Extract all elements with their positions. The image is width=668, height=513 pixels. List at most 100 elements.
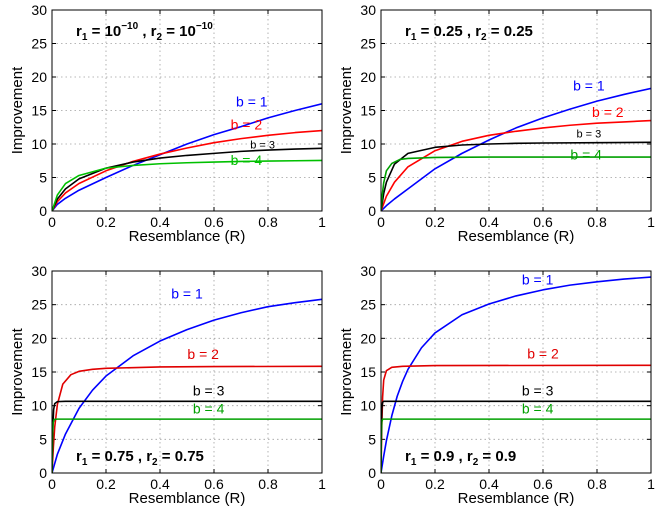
y-tick-label: 20 — [31, 69, 47, 85]
y-tick-label: 10 — [31, 136, 47, 152]
parameter-annotation: r1 = 10−10 , r2 = 10−10 — [76, 21, 213, 43]
y-tick-label: 15 — [31, 103, 47, 119]
y-tick-label: 10 — [31, 398, 47, 414]
x-axis-label: Resemblance (R) — [129, 490, 246, 507]
y-tick-label: 15 — [31, 364, 47, 380]
y-axis-label: Improvement — [9, 66, 26, 154]
x-tick-label: 0.6 — [204, 476, 224, 492]
x-tick-label: 0.4 — [479, 214, 499, 230]
series-label-b2: b = 2 — [231, 116, 263, 132]
x-tick-label: 0.2 — [425, 214, 445, 230]
series-line-b2 — [381, 119, 651, 211]
parameter-annotation: r1 = 0.25 , r2 = 0.25 — [405, 23, 533, 43]
x-axis-label: Resemblance (R) — [129, 228, 246, 245]
x-tick-label: 0.2 — [96, 214, 116, 230]
series-line-b1 — [381, 276, 651, 473]
y-axis-label: Improvement — [9, 327, 26, 415]
series-label-b3: b = 3 — [250, 140, 275, 152]
x-tick-label: 0.8 — [258, 214, 278, 230]
series-line-b1 — [381, 87, 651, 211]
x-axis-label: Resemblance (R) — [458, 228, 575, 245]
parameter-annotation: r1 = 0.9 , r2 = 0.9 — [405, 448, 516, 468]
x-tick-label: 0.8 — [587, 476, 607, 492]
series-line-b2 — [52, 129, 322, 211]
series-label-b2: b = 2 — [592, 104, 624, 120]
series-label-b3: b = 3 — [193, 383, 225, 399]
series-line-b1 — [52, 298, 322, 473]
series-label-b3: b = 3 — [522, 383, 554, 399]
y-tick-label: 20 — [31, 330, 47, 346]
series-label-b1: b = 1 — [573, 77, 605, 93]
x-tick-label: 0.6 — [533, 214, 553, 230]
axes-frame — [51, 9, 323, 212]
y-tick-label: 25 — [31, 297, 47, 313]
series-label-b1: b = 1 — [522, 271, 554, 287]
y-tick-label: 5 — [39, 431, 47, 447]
y-tick-label: 25 — [360, 36, 376, 52]
x-tick-label: 0 — [377, 476, 385, 492]
y-tick-label: 0 — [368, 203, 376, 219]
x-tick-label: 1 — [318, 214, 326, 230]
series-label-b4: b = 4 — [522, 401, 554, 417]
x-tick-label: 0.8 — [587, 214, 607, 230]
y-tick-label: 5 — [368, 170, 376, 186]
series-label-b4: b = 4 — [570, 146, 602, 162]
x-tick-label: 0.4 — [479, 476, 499, 492]
x-tick-label: 1 — [647, 476, 655, 492]
x-tick-label: 0.6 — [533, 476, 553, 492]
series-label-b1: b = 1 — [171, 286, 203, 302]
y-axis-label: Improvement — [338, 66, 355, 154]
x-tick-label: 0.2 — [96, 476, 116, 492]
x-axis-label: Resemblance (R) — [458, 490, 575, 507]
y-tick-label: 25 — [31, 36, 47, 52]
series-line-b4 — [52, 159, 322, 211]
series-label-b4: b = 4 — [231, 152, 263, 168]
y-tick-label: 10 — [360, 136, 376, 152]
y-tick-label: 20 — [360, 330, 376, 346]
series-label-b4: b = 4 — [193, 401, 225, 417]
y-tick-label: 20 — [360, 69, 376, 85]
series-line-b4 — [381, 156, 651, 211]
y-tick-label: 30 — [360, 263, 376, 279]
x-tick-label: 0 — [48, 214, 56, 230]
series-label-b1: b = 1 — [236, 93, 268, 109]
x-tick-label: 1 — [647, 214, 655, 230]
y-tick-label: 15 — [360, 364, 376, 380]
x-tick-label: 0.2 — [425, 476, 445, 492]
series-line-b1 — [52, 103, 322, 211]
y-tick-label: 25 — [360, 297, 376, 313]
series-label-b2: b = 2 — [187, 346, 219, 362]
x-tick-label: 0 — [377, 214, 385, 230]
y-tick-label: 0 — [39, 203, 47, 219]
y-tick-label: 15 — [360, 103, 376, 119]
series-line-b3 — [381, 141, 651, 211]
series-line-b3 — [52, 147, 322, 211]
axes-frame — [380, 9, 652, 212]
x-tick-label: 0.4 — [150, 476, 170, 492]
y-tick-label: 30 — [360, 2, 376, 18]
x-tick-label: 1 — [318, 476, 326, 492]
x-tick-label: 0 — [48, 476, 56, 492]
y-tick-label: 0 — [39, 465, 47, 481]
axes-frame — [51, 270, 323, 474]
y-tick-label: 30 — [31, 263, 47, 279]
y-tick-label: 0 — [368, 465, 376, 481]
y-tick-label: 5 — [39, 170, 47, 186]
axes-frame — [380, 270, 652, 474]
x-tick-label: 0.4 — [150, 214, 170, 230]
x-tick-label: 0.6 — [204, 214, 224, 230]
parameter-annotation: r1 = 0.75 , r2 = 0.75 — [76, 448, 204, 468]
series-label-b3: b = 3 — [577, 128, 602, 140]
y-tick-label: 10 — [360, 398, 376, 414]
x-tick-label: 0.8 — [258, 476, 278, 492]
y-tick-label: 30 — [31, 2, 47, 18]
series-label-b2: b = 2 — [527, 346, 559, 362]
series-line-b2 — [52, 365, 322, 473]
y-axis-label: Improvement — [338, 327, 355, 415]
y-tick-label: 5 — [368, 431, 376, 447]
